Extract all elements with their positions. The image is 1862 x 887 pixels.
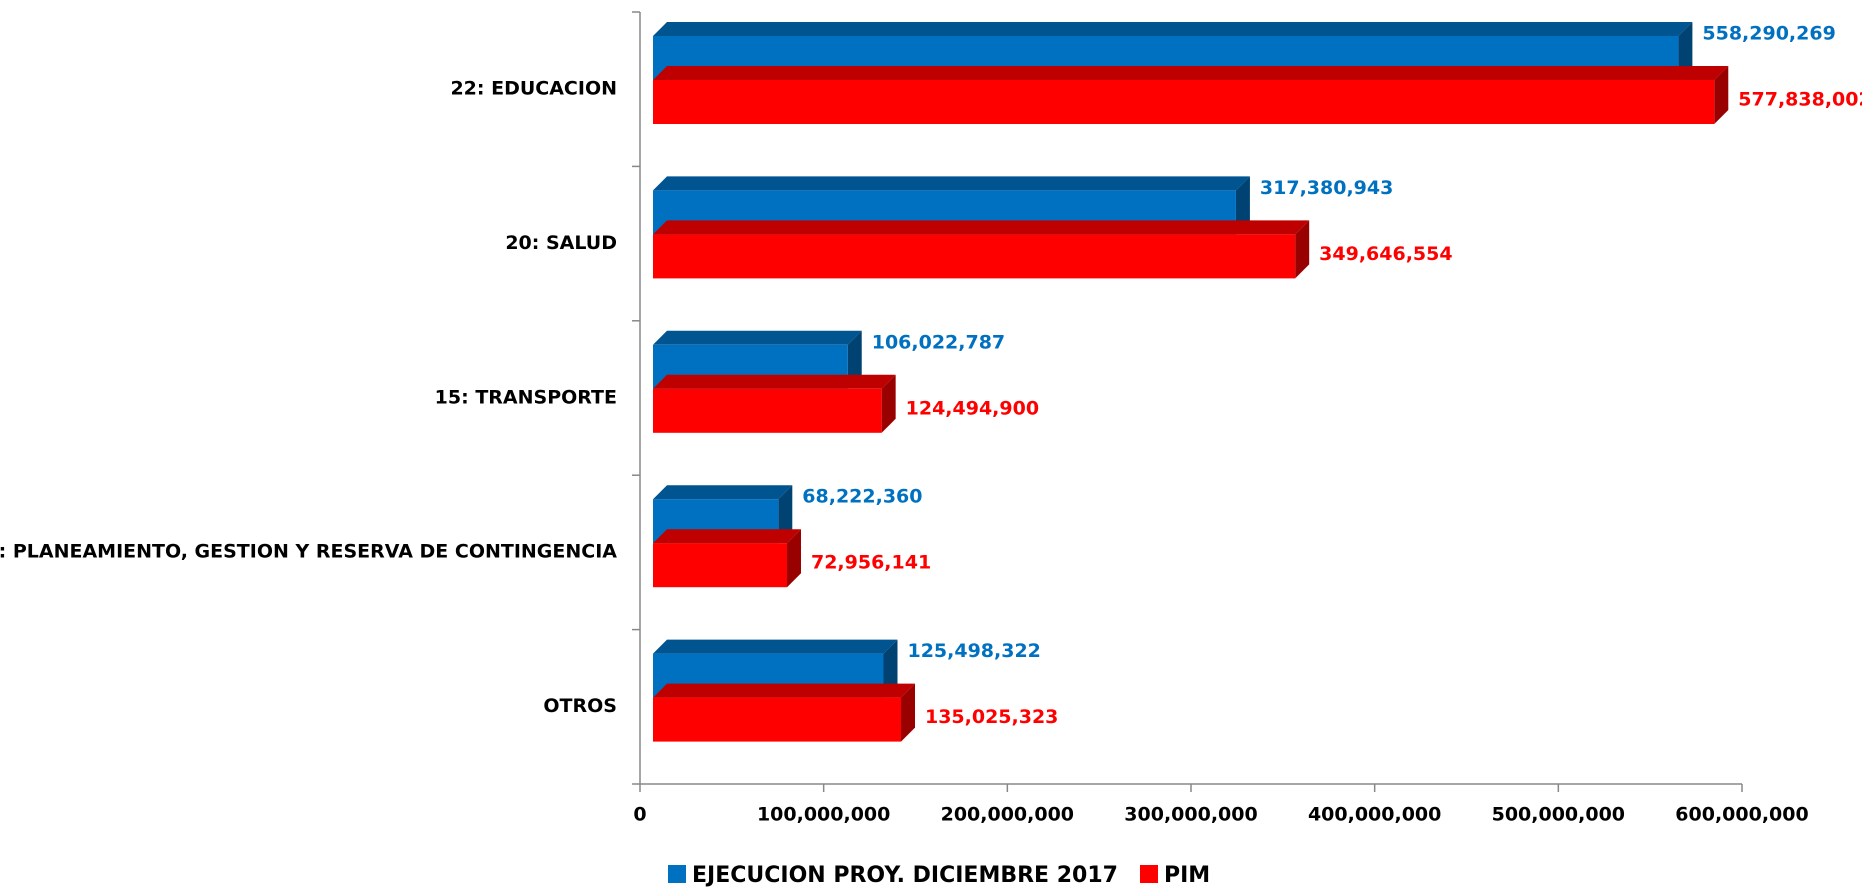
value-label: 317,380,943: [1260, 177, 1393, 199]
value-label: 349,646,554: [1319, 243, 1452, 265]
bar-top: [653, 176, 1250, 191]
bar-front: [653, 697, 901, 742]
bar-front: [653, 80, 1715, 124]
value-label: 558,290,269: [1702, 23, 1835, 45]
x-tick-label: 600,000,000: [1675, 804, 1808, 826]
value-label: 124,494,900: [906, 397, 1039, 419]
bar: [653, 683, 915, 742]
bar-top: [653, 639, 898, 654]
bar-top: [653, 66, 1729, 80]
x-tick-label: 400,000,000: [1308, 804, 1441, 826]
category-label: 22: EDUCACION: [450, 78, 617, 100]
legend-label: PIM: [1164, 863, 1210, 887]
bar: [653, 374, 896, 433]
bar-top: [653, 485, 793, 500]
bar-side: [883, 639, 898, 698]
bar-side: [1235, 176, 1250, 235]
bar-top: [653, 529, 801, 544]
category-label: 15: TRANSPORTE: [435, 386, 617, 408]
value-label: 106,022,787: [872, 331, 1005, 353]
bar-top: [653, 220, 1310, 235]
bar-side: [786, 529, 801, 588]
bar-front: [653, 543, 787, 588]
bar-front: [653, 388, 882, 433]
bar: [653, 220, 1310, 279]
legend-swatch-0: [668, 865, 686, 883]
category-label: 20: SALUD: [505, 232, 617, 254]
value-label: 125,498,322: [907, 640, 1040, 662]
bar: [653, 529, 801, 588]
bar-side: [881, 374, 896, 433]
x-tick-label: 100,000,000: [757, 804, 890, 826]
bar-side: [1295, 220, 1310, 279]
bar-side: [1714, 66, 1729, 124]
bar-top: [653, 683, 915, 698]
bar-side: [778, 485, 793, 544]
legend-label: EJECUCION PROY. DICIEMBRE 2017: [692, 863, 1118, 887]
bar-side: [847, 330, 862, 389]
x-tick-label: 200,000,000: [941, 804, 1074, 826]
bar-top: [653, 330, 862, 345]
bar: [653, 66, 1729, 124]
bar-front: [653, 234, 1296, 279]
category-label: 03: PLANEAMIENTO, GESTION Y RESERVA DE C…: [0, 541, 617, 563]
value-label: 577,838,002: [1738, 89, 1862, 111]
bar-top: [653, 374, 896, 389]
x-tick-label: 300,000,000: [1124, 804, 1257, 826]
legend-swatch-1: [1140, 865, 1158, 883]
category-label: OTROS: [543, 695, 617, 717]
value-label: 72,956,141: [811, 552, 931, 574]
bar-top: [653, 22, 1693, 36]
x-tick-label: 0: [633, 804, 646, 826]
bar-side: [900, 683, 915, 742]
x-tick-label: 500,000,000: [1492, 804, 1625, 826]
value-label: 135,025,323: [925, 706, 1058, 728]
bar-side: [1678, 22, 1693, 80]
value-label: 68,222,360: [802, 486, 922, 508]
